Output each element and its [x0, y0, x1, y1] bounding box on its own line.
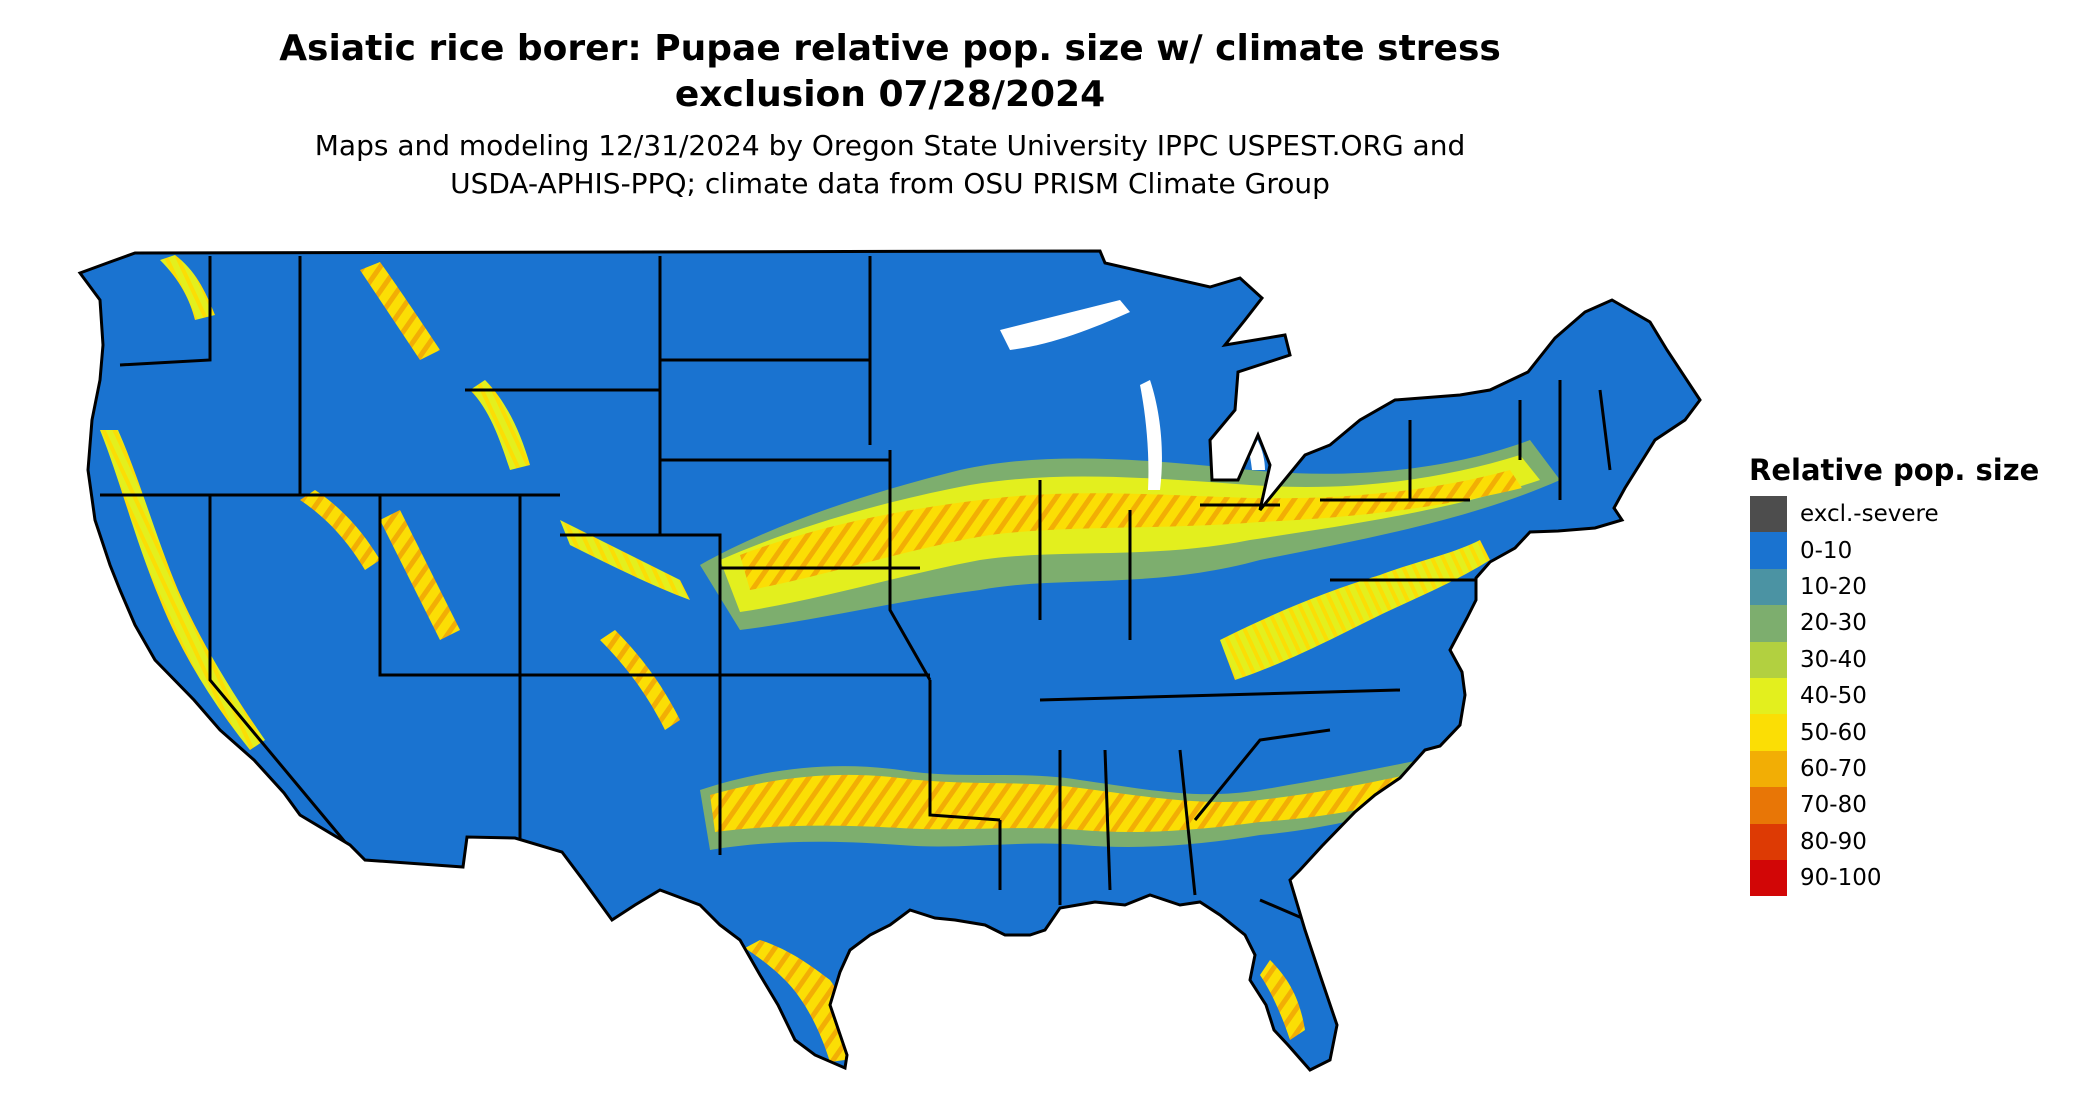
- lake-huron: [1235, 420, 1265, 470]
- legend-swatch: [1750, 677, 1787, 715]
- legend-swatch: [1750, 823, 1787, 860]
- title-line-1: Asiatic rice borer: Pupae relative pop. …: [279, 28, 1501, 69]
- legend-swatch: [1750, 714, 1787, 751]
- legend-item: 30-40: [1750, 641, 2039, 678]
- legend-swatch: [1750, 859, 1787, 897]
- legend-swatch: [1750, 641, 1787, 678]
- legend-label: 30-40: [1800, 646, 1867, 673]
- legend-label: 50-60: [1800, 719, 1867, 746]
- lake-michigan: [1140, 380, 1162, 490]
- legend-label: 90-100: [1800, 865, 1882, 892]
- legend-item: 60-70: [1750, 750, 2039, 788]
- lake-superior: [1000, 300, 1130, 350]
- legend: Relative pop. size excl.-severe 0-10 10-…: [1749, 452, 2040, 897]
- legend-item: excl.-severe: [1750, 496, 2039, 533]
- legend-swatch: [1750, 605, 1787, 642]
- us-map: [78, 249, 1702, 1072]
- subtitle-line-2: USDA-APHIS-PPQ; climate data from OSU PR…: [450, 167, 1330, 200]
- map-title: Asiatic rice borer: Pupae relative pop. …: [140, 26, 1640, 118]
- legend-swatch: [1750, 532, 1787, 569]
- legend-title: Relative pop. size: [1749, 453, 2040, 487]
- legend-item: 50-60: [1750, 714, 2039, 751]
- legend-item: 0-10: [1750, 532, 2039, 569]
- legend-label: 20-30: [1800, 610, 1867, 637]
- legend-item: 20-30: [1750, 605, 2039, 642]
- map-subtitle: Maps and modeling 12/31/2024 by Oregon S…: [140, 127, 1640, 203]
- legend-label: 40-50: [1800, 683, 1867, 710]
- legend-label: 10-20: [1800, 573, 1867, 600]
- legend-swatch: [1750, 568, 1787, 606]
- legend-item: 70-80: [1750, 787, 2039, 824]
- subtitle-line-1: Maps and modeling 12/31/2024 by Oregon S…: [314, 129, 1466, 162]
- legend-label: 70-80: [1800, 792, 1867, 819]
- legend-item: 90-100: [1750, 859, 2039, 897]
- legend-item: 80-90: [1750, 823, 2039, 860]
- legend-label: 60-70: [1800, 755, 1867, 782]
- legend-item: 10-20: [1750, 568, 2039, 606]
- legend-swatch: [1750, 787, 1787, 824]
- title-line-2: exclusion 07/28/2024: [674, 74, 1106, 115]
- legend-rows: excl.-severe 0-10 10-20 20-30 30-40 40-5…: [1750, 496, 2039, 897]
- state-borders: [100, 256, 1612, 932]
- legend-label: 0-10: [1800, 537, 1853, 564]
- legend-swatch: [1750, 496, 1787, 533]
- legend-label: excl.-severe: [1800, 501, 1939, 528]
- legend-label: 80-90: [1800, 828, 1867, 855]
- legend-swatch: [1750, 750, 1787, 788]
- legend-item: 40-50: [1750, 677, 2039, 715]
